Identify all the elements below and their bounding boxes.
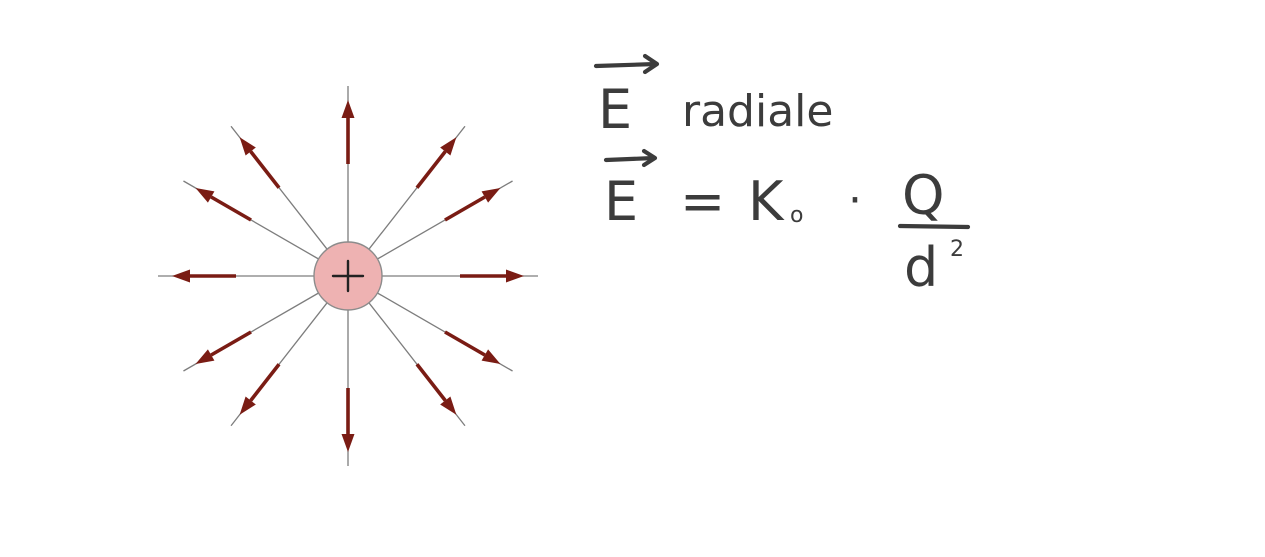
word-radiale: radiale — [682, 86, 833, 137]
arrow-head — [341, 434, 355, 452]
arrow-shaft — [444, 195, 486, 222]
constant-k: K — [748, 170, 785, 233]
arrow-shaft — [444, 330, 486, 357]
vector-arrow-bar — [593, 61, 659, 69]
arrow-head — [341, 100, 355, 118]
arrow-head — [440, 396, 457, 415]
field-arrow — [239, 137, 281, 189]
arrow-head — [195, 349, 215, 364]
charge-q: Q — [902, 164, 945, 227]
arrow-head — [239, 396, 256, 415]
field-arrow — [341, 388, 355, 452]
fraction-bar — [897, 223, 971, 230]
arrow-shaft — [249, 363, 281, 402]
point-charge — [313, 241, 383, 311]
vector-arrow-head — [642, 53, 660, 75]
arrow-shaft — [210, 330, 252, 357]
field-arrow — [195, 330, 252, 364]
arrow-head — [195, 188, 215, 203]
field-arrow — [415, 363, 457, 415]
multiplication-dot: · — [848, 175, 862, 226]
note-line-2: E = K o · Q d 2 — [603, 148, 971, 299]
field-arrow — [444, 188, 501, 222]
vector-arrow-head — [641, 148, 658, 168]
arrow-head — [506, 269, 524, 283]
arrow-head — [239, 137, 256, 156]
constant-subscript: o — [790, 203, 803, 228]
arrow-head — [440, 137, 457, 156]
equals-sign: = — [680, 170, 725, 233]
arrow-shaft — [415, 150, 447, 189]
field-arrow — [172, 269, 236, 283]
field-arrow — [415, 137, 457, 189]
arrow-shaft — [415, 363, 447, 402]
arrow-head — [481, 349, 501, 364]
field-symbol-e: E — [604, 170, 638, 233]
field-symbol-e: E — [598, 78, 632, 141]
field-arrow — [195, 188, 252, 222]
arrow-shaft — [249, 150, 281, 189]
field-arrow — [444, 330, 501, 364]
exponent-two: 2 — [950, 237, 964, 262]
arrow-head — [172, 269, 190, 283]
field-arrow — [341, 100, 355, 164]
arrow-shaft — [210, 195, 252, 222]
arrow-head — [481, 188, 501, 203]
field-arrow — [239, 363, 281, 415]
field-arrows — [172, 100, 524, 452]
field-arrow — [460, 269, 524, 283]
vector-arrow-bar — [603, 155, 657, 163]
distance-d: d — [904, 236, 938, 299]
note-line-1: E radiale — [593, 53, 833, 141]
